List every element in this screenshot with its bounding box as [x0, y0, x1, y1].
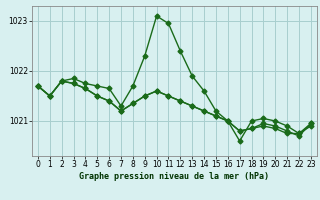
X-axis label: Graphe pression niveau de la mer (hPa): Graphe pression niveau de la mer (hPa): [79, 172, 269, 181]
